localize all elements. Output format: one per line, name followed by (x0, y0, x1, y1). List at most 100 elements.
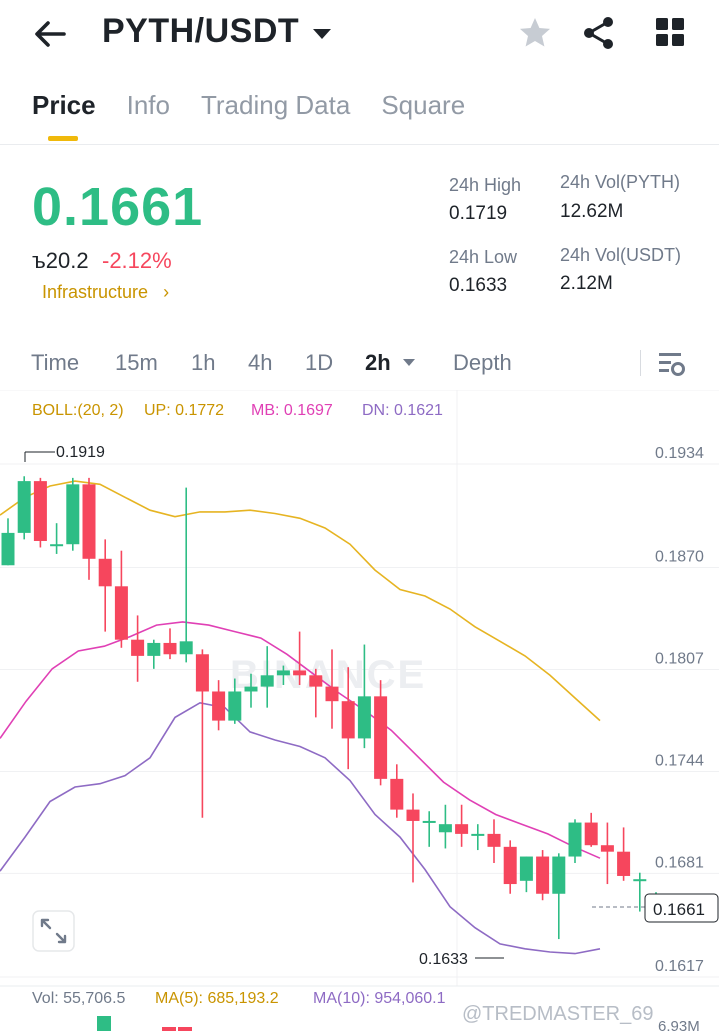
candle (406, 793, 420, 883)
interval-2h[interactable]: 2h (365, 350, 453, 376)
candle-body (503, 846, 517, 885)
candle-body (374, 696, 388, 779)
last-price: 0.1661 (32, 177, 204, 237)
y-tick-label: 0.1617 (655, 958, 704, 975)
kline-chart[interactable]: BINANCE 0.19340.18700.18070.17440.16810.… (0, 390, 719, 1031)
max-price-marker: 0.1919 (24, 444, 105, 462)
candle-body (341, 701, 355, 739)
interval-1h[interactable]: 1h (191, 350, 216, 375)
candle-body (33, 481, 47, 541)
current-price-marker[interactable]: 0.1661 (592, 893, 719, 923)
candle-body (66, 484, 80, 545)
candle (33, 477, 47, 548)
y-tick-label: 0.1744 (655, 752, 704, 769)
chevron-right-icon: › (163, 282, 170, 302)
stat-vol-quote-value: 2.12M (560, 273, 613, 294)
tab-trading-data[interactable]: Trading Data (200, 90, 351, 120)
y-tick-label: 0.1807 (655, 650, 704, 667)
candle (487, 819, 501, 864)
candle (600, 822, 614, 885)
candle-body (552, 856, 566, 894)
category-link[interactable]: Infrastructure › (42, 282, 169, 303)
stat-vol-base-label: 24h Vol(PYTH) (560, 172, 681, 192)
price-change: -2.12% (102, 248, 172, 273)
volume-bar (178, 1027, 192, 1031)
boll-mb-label: MB: 0.1697 (251, 402, 333, 419)
star-icon[interactable] (516, 14, 554, 52)
caret-down-icon (402, 358, 415, 366)
candle (633, 872, 647, 912)
stat-vol-quote-label: 24h Vol(USDT) (560, 245, 682, 265)
candle-body (212, 691, 226, 721)
candle-body (325, 686, 339, 702)
candle (325, 649, 339, 729)
candle (276, 665, 290, 686)
volume-label: Vol: 55,706.5 (32, 990, 126, 1007)
candle (260, 646, 274, 708)
divider (0, 144, 719, 145)
interval-time[interactable]: Time (31, 350, 80, 375)
tab-price[interactable]: Price (32, 90, 96, 141)
candle (341, 667, 355, 770)
back-arrow-icon[interactable] (30, 14, 70, 54)
candle (309, 668, 323, 718)
candle-body (82, 484, 96, 559)
candle (244, 673, 258, 708)
candle-body (147, 642, 161, 656)
tab-info[interactable]: Info (126, 90, 170, 120)
y-tick-label: 0.1681 (655, 854, 704, 871)
y-tick-label: 0.1934 (655, 445, 704, 462)
candle-body (617, 851, 631, 876)
candle-body (568, 822, 582, 857)
pair-selector[interactable]: PYTH/USDT (102, 12, 332, 51)
candle-body (131, 639, 145, 656)
candle (228, 678, 242, 724)
min-price-marker: 0.1633 (419, 951, 504, 968)
stat-low-value: 0.1633 (449, 275, 508, 296)
candle (617, 827, 631, 881)
candle-body (260, 675, 274, 687)
y-axis-ticks: 0.1934 0.1870 0.1807 0.1744 0.1681 0.1617 (655, 445, 704, 975)
stat-vol-base-value: 12.62M (560, 201, 624, 222)
stat-high-label: 24h High (449, 175, 522, 195)
volume-ma10-label: MA(10): 954,060.1 (313, 990, 446, 1007)
chart-gridlines (0, 390, 719, 986)
dropdown-caret-icon (313, 28, 332, 39)
fullscreen-button[interactable] (32, 910, 75, 952)
candle-body (422, 820, 436, 823)
share-icon[interactable] (580, 14, 618, 52)
chart-settings-icon[interactable] (656, 348, 688, 380)
candle (163, 628, 177, 660)
volume-bar (97, 1016, 111, 1031)
candle-body (487, 833, 501, 847)
candle-body (179, 641, 193, 655)
interval-bar: Time 15m 1h 4h 1D 2h Depth (31, 350, 512, 376)
grid-menu-icon[interactable] (652, 14, 688, 50)
candle (293, 631, 307, 686)
candle-body (309, 675, 323, 687)
candle (471, 824, 485, 851)
stat-high-value: 0.1719 (449, 203, 508, 224)
tab-square[interactable]: Square (381, 90, 466, 120)
interval-15m[interactable]: 15m (115, 350, 158, 375)
candle (195, 649, 209, 818)
interval-depth[interactable]: Depth (453, 350, 512, 375)
volume-axis-label: 6.93M (658, 1018, 700, 1031)
candle (82, 477, 96, 580)
candle (519, 856, 533, 893)
candle-body (195, 654, 209, 692)
candle-body (633, 879, 647, 882)
interval-4h[interactable]: 4h (248, 350, 273, 375)
candle-body (406, 809, 420, 821)
category-label: Infrastructure (42, 282, 149, 302)
interval-1d[interactable]: 1D (305, 350, 334, 375)
candle-body (50, 544, 64, 547)
candle (147, 639, 161, 669)
candle-body (244, 686, 258, 692)
expand-icon (40, 918, 67, 944)
candle (568, 819, 582, 864)
boll-up-line (0, 480, 601, 722)
candle-body (163, 642, 177, 655)
candle (357, 644, 371, 749)
candle-body (471, 833, 485, 836)
